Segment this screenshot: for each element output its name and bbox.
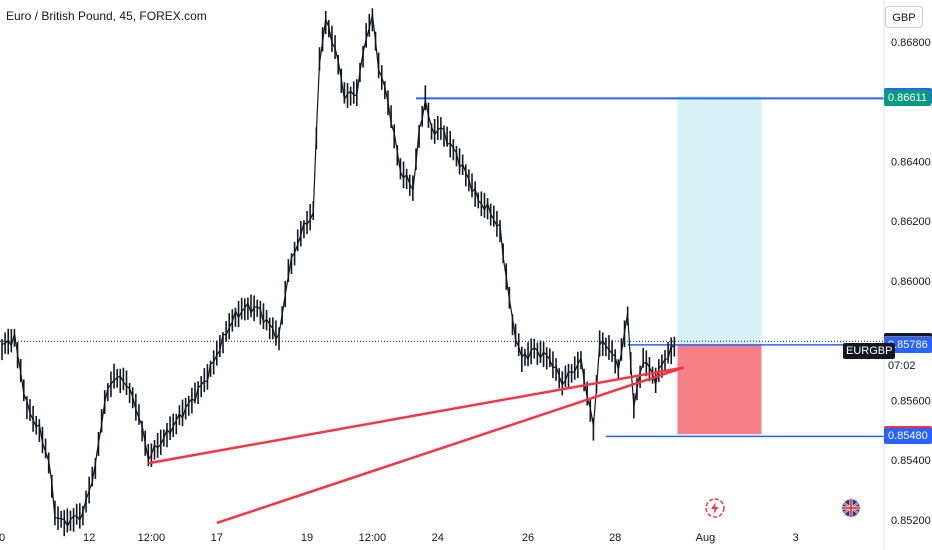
y-tick-label: 0.85600 [891,395,931,407]
horizontal-levels[interactable] [0,97,884,438]
x-tick-label: 28 [609,532,621,544]
x-tick-label: 0 [0,532,5,544]
x-tick-label: 19 [301,532,313,544]
y-tick-label: 0.85400 [891,455,931,467]
trendline-1 [148,366,684,465]
price-tag: 0.86611 [884,90,931,107]
x-tick-label: 26 [522,532,534,544]
y-tick-label: 0.86800 [891,37,931,49]
lightning-event-icon[interactable] [704,497,726,519]
long-position-tool[interactable] [677,95,762,435]
price-tag: 0.85480 [884,428,932,445]
x-tick-label: 24 [432,532,444,544]
y-tick-label: 0.86200 [891,216,931,228]
bar-countdown: 07:02 [888,360,916,372]
x-tick-label: 12 [83,532,95,544]
trendline-2 [216,366,685,525]
y-tick-label: 0.86400 [891,156,931,168]
x-tick-label: 12:00 [359,532,387,544]
symbol-tag: EURGBP [843,343,896,359]
position-target-zone [677,95,762,345]
y-tick-label: 0.85200 [891,515,931,527]
x-tick-label: 17 [211,532,223,544]
price-series [1,8,676,537]
chart-title: Euro / British Pound, 45, FOREX.com [6,9,207,23]
trendlines[interactable] [148,366,685,525]
price-line [1,14,675,528]
x-tick-label: 12:00 [138,532,166,544]
currency-button[interactable]: GBP [885,6,923,28]
price-tag: 0.85786 [884,336,932,353]
position-stop-zone [677,344,762,435]
y-tick-label: 0.86000 [891,276,931,288]
uk-flag-event-icon[interactable] [840,497,862,519]
x-tick-label: Aug [696,532,716,544]
x-tick-label: 3 [793,532,799,544]
